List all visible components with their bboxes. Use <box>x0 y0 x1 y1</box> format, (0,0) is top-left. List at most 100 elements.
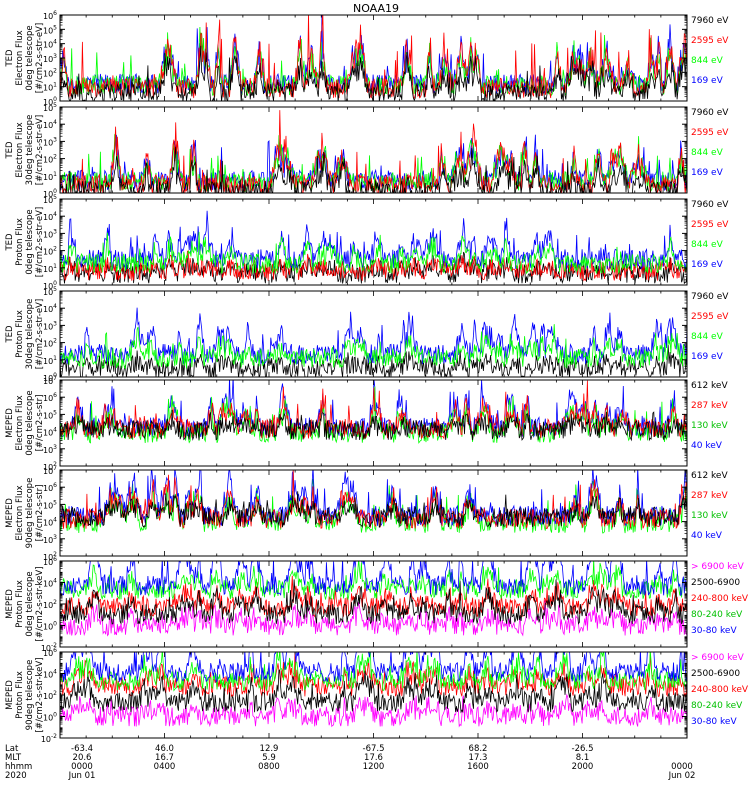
panel-1-ytick-label-4: 103 <box>43 53 57 64</box>
panel-3-ytick-label-1: 100 <box>43 280 57 291</box>
panel-8-legend-2: 2500-6900 <box>691 669 740 679</box>
panel-6-ylabel: MEPEDElectron Flux90deg telescope[#/cm2-… <box>5 478 45 549</box>
panel-3-series-2 <box>60 250 687 282</box>
panel-1-ytick-label-7: 106 <box>43 10 57 21</box>
panel-3-legend-2: 2595 eV <box>691 220 729 230</box>
xaxis-tick-6-time: 2000 <box>572 762 594 772</box>
panel-5-ytick-label-2: 103 <box>43 444 57 455</box>
panel-7-ytick-label-1: 10-2 <box>41 642 57 653</box>
panel-5-legend-2: 287 keV <box>691 401 728 411</box>
panel-8-series-3 <box>60 669 687 714</box>
xaxis-tick-1-lat: -63.4 <box>71 744 93 754</box>
panel-3-ylabel: TEDProton Flux0deg telescope[#/cm2-s-str… <box>5 207 45 277</box>
panel-2: 100 101 102 103 104 105 TEDElectron Flux30deg … <box>5 102 729 199</box>
panel-8-plot <box>60 652 687 728</box>
panel-8-legend-5: 30-80 keV <box>691 717 737 727</box>
panel-8-legend-4: 80-240 keV <box>691 701 743 711</box>
panel-2-ytick-label-5: 104 <box>43 119 57 130</box>
panel-3: 100 101 102 103 104 105 TEDProton Flux0deg tel… <box>5 194 729 291</box>
xaxis-row-label-2020: 2020 <box>5 771 27 781</box>
xaxis-tick-6-lat: -26.5 <box>572 744 594 754</box>
panel-1-series-3 <box>60 15 687 99</box>
panel-3-legend-3: 844 eV <box>691 240 724 250</box>
xaxis-row-label-mlt: MLT <box>5 753 22 763</box>
panel-2-ytick-label-2: 101 <box>43 171 57 182</box>
panel-7-ytick-label-5: 106 <box>43 556 57 567</box>
panel-4-ytick-label-4: 103 <box>43 320 57 331</box>
panel-6-ytick-label-1: 102 <box>43 551 57 562</box>
panel-4-series-3 <box>60 324 687 370</box>
xaxis-row-label-lat: Lat <box>5 744 19 754</box>
panel-7-legend-2: 2500-6900 <box>691 578 740 588</box>
panel-8-ytick-label-4: 104 <box>43 669 57 680</box>
xaxis-row-label-hhmm: hhmm <box>5 762 32 772</box>
xaxis-tick-2-time: 0400 <box>154 762 176 772</box>
panel-5-series-3 <box>60 380 687 440</box>
panel-2-ylabel: TEDElectron Flux30deg telescope[#/cm2-s-… <box>5 115 45 186</box>
panel-6-legend-2: 287 keV <box>691 491 728 501</box>
panel-3-ytick-label-3: 102 <box>43 246 57 257</box>
panel-6-ytick-label-6: 107 <box>43 465 57 476</box>
xaxis-tick-3-time: 0800 <box>258 762 280 772</box>
panel-1-legend-1: 7960 eV <box>691 16 729 26</box>
panel-6-series-4 <box>60 491 687 528</box>
xaxis-tick-2-mlt: 16.7 <box>155 753 174 763</box>
panel-7-ytick-label-4: 104 <box>43 578 57 589</box>
panel-6-legend-3: 130 keV <box>691 511 728 521</box>
panel-1-ytick-label-2: 101 <box>43 82 57 93</box>
panel-7-series-5 <box>60 561 687 597</box>
panel-3-legend-4: 169 eV <box>691 260 724 270</box>
xaxis-tick-4-time: 1200 <box>363 762 385 772</box>
panel-1-ylabel: TEDElectron Flux0deg telescope[#/cm2-s-s… <box>5 23 45 93</box>
xaxis-tick-7-time: 0000 <box>671 762 693 772</box>
panel-5-legend-1: 612 keV <box>691 381 728 391</box>
panel-1-ytick-label-3: 102 <box>43 67 57 78</box>
panel-4-ylabel: TEDProton Flux30deg telescope[#/cm2-s-st… <box>5 299 45 370</box>
panel-6-ytick-label-4: 105 <box>43 499 57 510</box>
panel-5-series-4 <box>60 409 687 442</box>
panel-7-legend-1: > 6900 keV <box>691 562 745 572</box>
panel-8-series-1 <box>60 693 687 728</box>
panel-2-ytick-label-6: 105 <box>43 102 57 113</box>
panel-3-legend-1: 7960 eV <box>691 200 729 210</box>
panel-4-legend-3: 844 eV <box>691 332 724 342</box>
panel-1-plot <box>60 15 687 101</box>
panel-4-ytick-label-2: 101 <box>43 355 57 366</box>
figure-title: NOAA19 <box>353 2 399 15</box>
panel-3-ytick-label-6: 105 <box>43 194 57 205</box>
panel-2-ytick-label-3: 102 <box>43 154 57 165</box>
panel-8-legend-1: > 6900 keV <box>691 653 745 663</box>
panel-6-ytick-label-5: 106 <box>43 482 57 493</box>
panel-6: 102 103 104 105 106 107 MEPEDElectron Flux90de… <box>5 465 728 562</box>
panel-1-ytick-label-6: 105 <box>43 24 57 35</box>
panel-6-plot <box>60 470 687 534</box>
xaxis-tick-5-lat: 68.2 <box>469 744 488 754</box>
panel-3-ytick-label-5: 104 <box>43 211 57 222</box>
panel-2-ytick-label-1: 100 <box>43 188 57 199</box>
panel-6-legend-4: 40 keV <box>691 531 723 541</box>
xaxis-tick-6-mlt: 8.1 <box>576 753 590 763</box>
panel-4-legend-4: 169 eV <box>691 352 724 362</box>
panel-5-plot <box>60 380 687 444</box>
panel-8-ytick-label-1: 10-2 <box>41 733 57 744</box>
panel-5-ytick-label-4: 105 <box>43 409 57 420</box>
panel-8-ylabel: MEPEDProton Flux90deg telescope[#/cm2-s-… <box>5 658 45 733</box>
xaxis-tick-4-mlt: 17.6 <box>364 753 383 763</box>
xaxis-tick-4-lat: -67.5 <box>363 744 385 754</box>
panel-7-ylabel: MEPEDProton Flux0deg telescope[#/cm2-s-s… <box>5 567 45 642</box>
panel-8-ytick-label-2: 100 <box>43 712 57 723</box>
xaxis-tick-2-lat: 46.0 <box>155 744 174 754</box>
xaxis-tick-1-time: 0000 <box>71 762 93 772</box>
panel-5: 102 103 104 105 106 107 MEPEDElectron Flux0deg… <box>5 375 728 472</box>
xaxis-tick-1-date: Jun 01 <box>68 771 96 781</box>
panel-2-legend-1: 7960 eV <box>691 108 729 118</box>
panel-5-ytick-label-5: 106 <box>43 392 57 403</box>
panel-2-legend-4: 169 eV <box>691 168 724 178</box>
panel-1-legend-2: 2595 eV <box>691 36 729 46</box>
panel-2-legend-2: 2595 eV <box>691 128 729 138</box>
panel-7-ytick-label-2: 100 <box>43 621 57 632</box>
panel-4-legend-2: 2595 eV <box>691 312 729 322</box>
